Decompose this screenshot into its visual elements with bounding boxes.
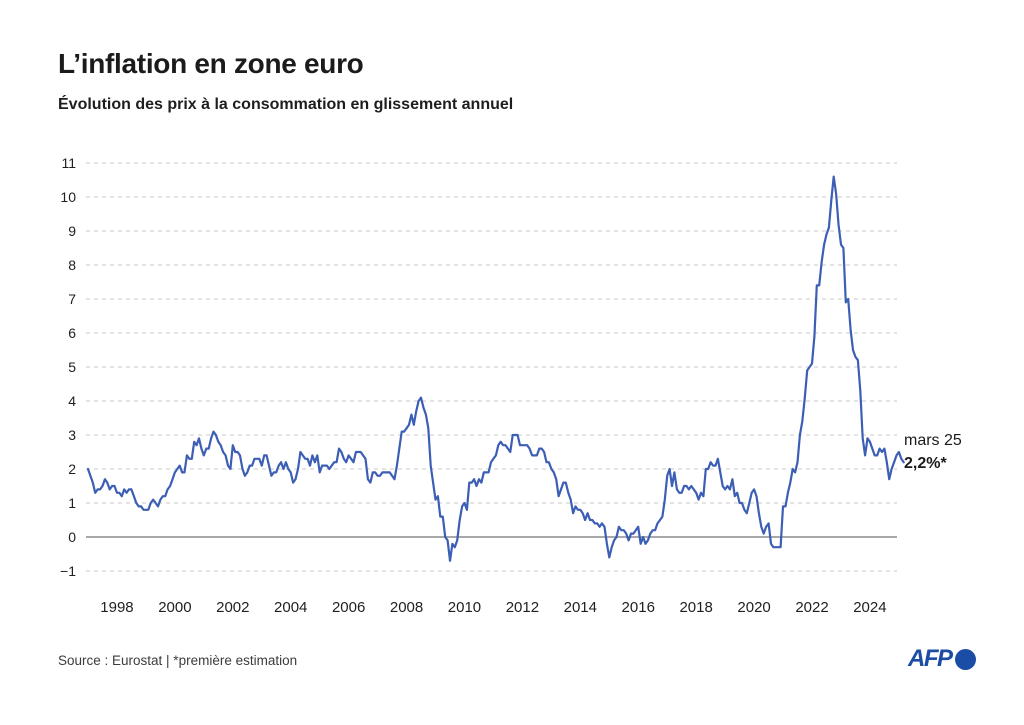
svg-text:2002: 2002	[216, 599, 249, 616]
svg-text:2014: 2014	[564, 599, 597, 616]
svg-text:10: 10	[60, 189, 76, 205]
svg-text:2012: 2012	[506, 599, 539, 616]
source-note: Source : Eurostat | *première estimation	[58, 653, 298, 668]
latest-point-annotation: mars 25 2,2%*	[904, 429, 962, 475]
svg-text:4: 4	[68, 393, 76, 409]
svg-text:2010: 2010	[448, 599, 481, 616]
afp-logo: AFP	[908, 645, 976, 673]
svg-text:8: 8	[68, 257, 76, 273]
svg-text:2006: 2006	[332, 599, 365, 616]
svg-text:0: 0	[68, 529, 76, 545]
svg-text:7: 7	[68, 291, 76, 307]
svg-text:2004: 2004	[274, 599, 307, 616]
svg-text:6: 6	[68, 325, 76, 341]
afp-circle-icon	[954, 648, 976, 670]
svg-text:3: 3	[68, 427, 76, 443]
svg-text:11: 11	[61, 155, 76, 171]
annotation-value-label: 2,2%*	[904, 455, 947, 472]
svg-text:2024: 2024	[853, 599, 886, 616]
svg-text:2018: 2018	[679, 599, 712, 616]
svg-text:−1: −1	[60, 563, 76, 579]
annotation-date-label: mars 25	[904, 432, 962, 449]
svg-text:2022: 2022	[795, 599, 828, 616]
svg-text:1: 1	[68, 495, 76, 511]
svg-text:2008: 2008	[390, 599, 423, 616]
chart-subtitle: Évolution des prix à la consommation en …	[58, 96, 514, 113]
svg-text:2: 2	[68, 461, 76, 477]
page-title: L’inflation en zone euro	[58, 48, 364, 79]
svg-text:1998: 1998	[100, 599, 133, 616]
svg-text:2016: 2016	[622, 599, 655, 616]
svg-text:2020: 2020	[737, 599, 770, 616]
svg-text:9: 9	[68, 223, 76, 239]
svg-text:5: 5	[68, 359, 76, 375]
afp-logo-text: AFP	[908, 645, 953, 672]
svg-text:2000: 2000	[158, 599, 191, 616]
